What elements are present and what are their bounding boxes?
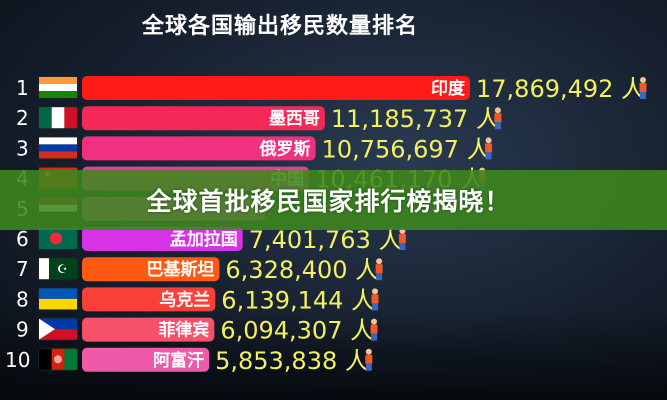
person-icon <box>371 318 378 325</box>
flag-stripe <box>39 348 52 370</box>
person-icon-legs <box>494 122 501 130</box>
person-icon-legs <box>365 363 372 371</box>
bar-country-label: 菲律宾 <box>158 320 209 341</box>
person-icon-legs <box>399 243 406 250</box>
rank-label: 10 <box>5 348 30 372</box>
bar <box>82 317 215 342</box>
flag-stripe <box>39 318 77 330</box>
flag-stripe <box>39 288 77 299</box>
flag-crescent: ☪ <box>57 262 68 276</box>
flag-stripe <box>39 258 49 280</box>
person-icon <box>371 288 378 295</box>
bar <box>82 76 470 100</box>
bar <box>82 136 316 161</box>
flag-disc <box>50 232 62 245</box>
person-icon-legs <box>376 273 383 281</box>
person-icon-legs <box>485 152 492 160</box>
bar <box>82 257 220 282</box>
rank-label: 8 <box>16 287 29 311</box>
value-label: 6,328,400 人 <box>225 256 379 284</box>
flag-stripe <box>39 77 77 84</box>
rank-label: 3 <box>16 136 29 160</box>
value-label: 17,869,492 人 <box>476 75 645 103</box>
bar <box>82 287 216 312</box>
value-label: 6,139,144 人 <box>221 286 375 314</box>
headline-text: 全球首批移民国家排行榜揭晓！ <box>146 187 511 216</box>
rank-label: 1 <box>16 76 29 100</box>
person-icon <box>365 348 372 355</box>
flag-stripe <box>64 348 78 370</box>
bar-country-label: 孟加拉国 <box>170 229 238 250</box>
person-icon-body <box>398 234 406 243</box>
flag-emblem <box>54 355 62 364</box>
flag-stripe <box>64 107 78 129</box>
bar-country-label: 墨西哥 <box>269 109 320 129</box>
person-icon-body <box>365 354 373 364</box>
rank-label: 9 <box>16 318 29 342</box>
flag-stripe <box>39 329 77 340</box>
flag-stripe <box>39 91 77 98</box>
rank-label: 7 <box>16 257 29 281</box>
person-icon <box>485 137 492 144</box>
person-icon <box>640 77 646 83</box>
chart-title: 全球各国输出移民数量排名 <box>141 14 418 39</box>
bar-country-label: 阿富汗 <box>153 350 204 371</box>
value-label: 6,094,307 人 <box>220 317 374 345</box>
rank-label: 2 <box>16 106 29 130</box>
person-icon-body <box>485 143 493 153</box>
person-icon-body <box>370 324 378 334</box>
flag-field <box>49 258 77 280</box>
person-icon <box>376 258 383 265</box>
bar-country-label: 乌克兰 <box>159 289 210 310</box>
value-label: 11,185,737 人 <box>331 105 500 133</box>
rank-label: 6 <box>16 227 29 251</box>
person-icon-legs <box>371 303 378 311</box>
value-label: 5,853,838 人 <box>215 347 369 375</box>
flag-stripe <box>39 298 77 310</box>
bar <box>82 106 325 131</box>
person-icon-body <box>494 113 502 123</box>
flag-stripe <box>39 84 77 91</box>
bar <box>82 227 243 251</box>
flag-stripe <box>39 151 77 159</box>
flag-stripe <box>39 107 52 129</box>
flag-triangle <box>39 318 55 340</box>
flag-stripe <box>51 107 65 129</box>
bar <box>82 347 210 372</box>
flag-stripe <box>39 137 77 145</box>
bar-country-label: 巴基斯坦 <box>146 259 214 280</box>
person-icon-body <box>375 264 383 274</box>
value-label: 10,756,697 人 <box>322 135 491 163</box>
headline-banner: 全球首批移民国家排行榜揭晓！ <box>0 170 667 230</box>
person-icon <box>494 107 501 114</box>
bar-country-label: 印度 <box>431 78 466 99</box>
person-icon-body <box>371 294 379 304</box>
flag-stripe <box>39 144 77 152</box>
bar-country-label: 俄罗斯 <box>259 138 311 159</box>
value-label: 7,401,763 人 <box>249 226 403 254</box>
person-icon-legs <box>640 92 646 99</box>
person-icon-legs <box>371 333 378 341</box>
person-icon-body <box>639 83 647 92</box>
